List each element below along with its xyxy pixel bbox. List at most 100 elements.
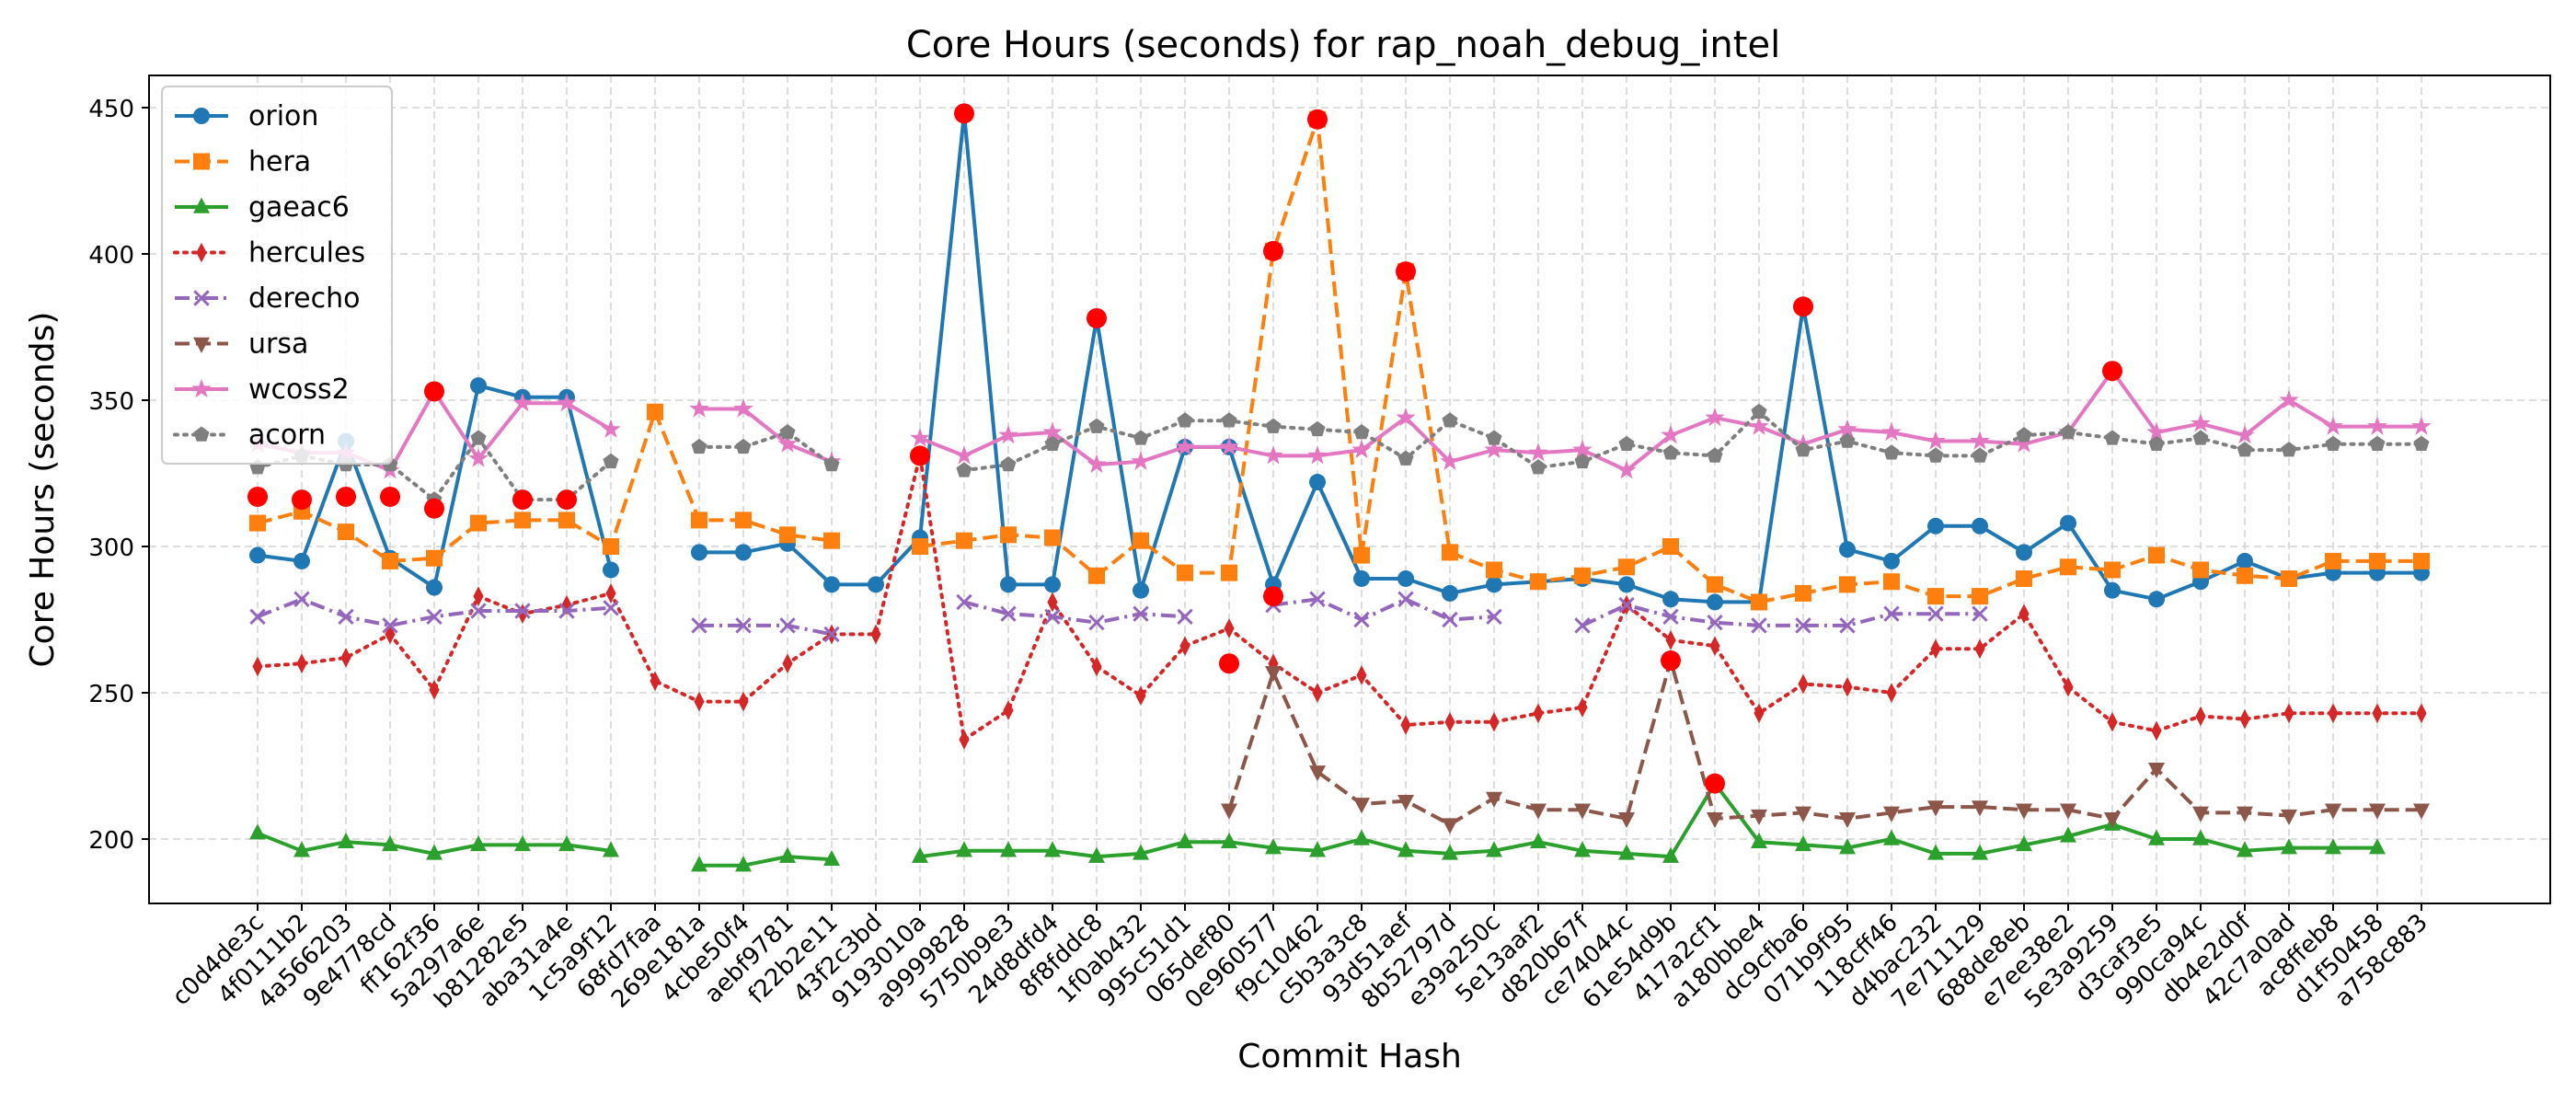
data-point-wcoss2 <box>1528 443 1548 462</box>
data-point-hera <box>2016 569 2032 587</box>
legend-entry-gaeac6: gaeac6 <box>175 191 350 224</box>
data-point-ursa <box>1530 803 1547 820</box>
data-point-hera <box>1883 573 1900 591</box>
data-point-acorn <box>956 462 972 477</box>
data-point-orion <box>426 579 443 596</box>
data-point-derecho <box>1927 605 1944 622</box>
data-point-orion <box>1662 591 1679 608</box>
data-point-derecho <box>249 608 266 626</box>
data-point-hercules <box>2328 703 2339 724</box>
data-point-hercules <box>605 583 616 604</box>
data-point-hercules <box>1842 676 1853 697</box>
data-point-hera <box>1088 567 1105 584</box>
data-point-acorn <box>1751 403 1767 420</box>
data-point-ursa <box>2060 803 2076 820</box>
data-point-hera <box>779 526 796 544</box>
highlight-point <box>954 103 974 124</box>
data-point-acorn <box>1574 453 1591 469</box>
data-point-hercules <box>1754 703 1765 724</box>
data-point-wcoss2 <box>1087 454 1107 474</box>
data-point-hera <box>2060 558 2076 576</box>
data-point-hera <box>2237 567 2253 584</box>
data-point-wcoss2 <box>1219 436 1239 455</box>
data-point-gaeac6 <box>2016 835 2032 852</box>
y-tick-label: 350 <box>88 388 134 416</box>
data-point-acorn <box>1883 444 1900 460</box>
data-point-wcoss2 <box>468 448 489 467</box>
legend-entry-acorn: acorn <box>173 420 326 452</box>
data-point-acorn <box>2281 442 2297 457</box>
data-point-derecho <box>1133 605 1149 622</box>
legend-box <box>161 86 393 465</box>
data-point-acorn <box>1707 447 1723 463</box>
data-point-derecho <box>338 608 354 626</box>
data-point-hera <box>2192 561 2209 579</box>
data-point-ursa <box>1353 798 1370 814</box>
data-point-wcoss2 <box>1705 407 1725 427</box>
data-point-acorn <box>2325 435 2341 451</box>
data-point-derecho <box>1662 608 1679 626</box>
data-point-hera <box>1795 584 1811 602</box>
series-layer <box>247 105 2432 872</box>
data-point-gaeac6 <box>1795 835 1811 852</box>
highlight-layer <box>247 103 2122 794</box>
data-point-ursa <box>2104 812 2121 829</box>
data-point-gaeac6 <box>382 835 398 852</box>
data-point-hera <box>1000 526 1017 544</box>
data-point-ursa <box>1972 800 1988 817</box>
data-point-ursa <box>1265 666 1282 683</box>
data-point-gaeac6 <box>426 844 443 860</box>
data-point-derecho <box>1839 617 1856 634</box>
plot-frame <box>148 75 2551 904</box>
data-point-wcoss2 <box>2279 389 2299 409</box>
data-point-acorn <box>2192 430 2209 445</box>
data-point-hercules <box>782 653 793 674</box>
data-point-acorn <box>1662 444 1679 460</box>
data-point-hera <box>956 532 972 549</box>
data-point-orion <box>1309 474 1326 491</box>
data-point-gaeac6 <box>249 823 266 840</box>
data-point-wcoss2 <box>910 428 930 447</box>
data-point-wcoss2 <box>689 398 709 418</box>
data-point-hera <box>1618 558 1635 576</box>
data-point-gaeac6 <box>2281 838 2297 855</box>
data-point-wcoss2 <box>1351 439 1372 459</box>
data-point-ursa <box>1707 812 1723 829</box>
data-point-hera <box>514 512 531 529</box>
data-point-gaeac6 <box>1133 844 1149 860</box>
highlight-point <box>1263 240 1283 261</box>
data-point-derecho <box>470 603 487 619</box>
highlight-point <box>292 489 312 511</box>
data-point-ursa <box>2148 762 2165 779</box>
data-point-gaeac6 <box>293 841 310 857</box>
legend-entry-derecho: derecho <box>175 282 361 315</box>
series-ursa <box>1221 654 2430 834</box>
data-point-gaeac6 <box>2237 841 2253 857</box>
data-point-wcoss2 <box>1484 439 1504 459</box>
data-point-hercules <box>694 691 705 712</box>
data-point-orion <box>868 576 884 593</box>
data-point-ursa <box>2369 803 2386 820</box>
series-gaeac6 <box>249 774 2386 872</box>
data-point-gaeac6 <box>1662 846 1679 863</box>
data-point-acorn <box>691 438 707 454</box>
data-point-gaeac6 <box>2325 838 2341 855</box>
data-point-derecho <box>1883 605 1900 622</box>
data-point-ursa <box>1309 765 1326 782</box>
data-point-hera <box>338 523 354 541</box>
data-point-acorn <box>1088 418 1105 433</box>
highlight-point <box>557 489 577 511</box>
data-point-acorn <box>1309 420 1326 437</box>
highlight-point <box>1219 653 1239 674</box>
data-point-wcoss2 <box>1440 451 1460 470</box>
data-point-gaeac6 <box>912 846 928 863</box>
legend-entry-ursa: ursa <box>175 328 308 361</box>
data-point-gaeac6 <box>2369 838 2386 855</box>
data-point-hercules <box>650 671 661 692</box>
data-point-acorn <box>735 438 752 454</box>
data-point-ursa <box>1442 818 1458 834</box>
data-point-derecho <box>514 603 531 619</box>
data-point-hercules <box>561 594 572 615</box>
data-point-hercules <box>473 586 484 606</box>
data-point-ursa <box>2325 803 2341 820</box>
